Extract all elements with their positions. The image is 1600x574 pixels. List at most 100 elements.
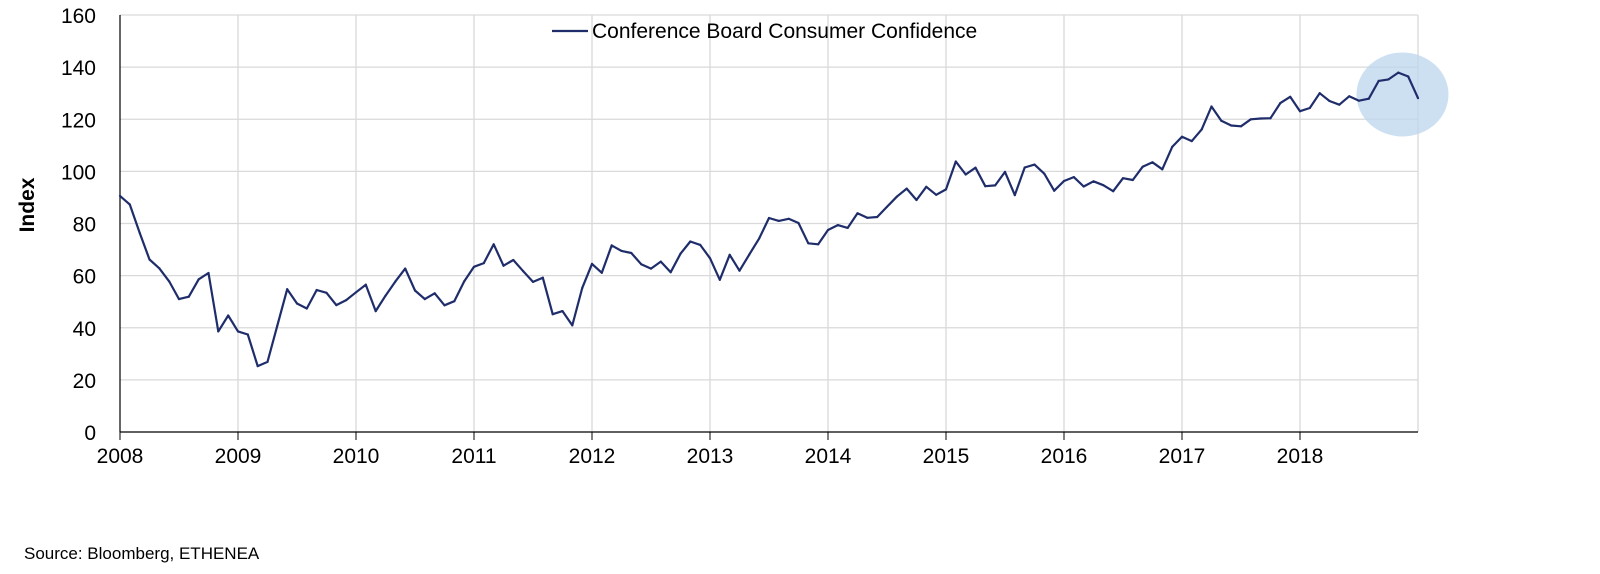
- data-point: [246, 333, 249, 336]
- data-point: [1082, 185, 1085, 188]
- data-point: [1131, 178, 1134, 182]
- data-point: [1259, 117, 1262, 120]
- data-point: [1328, 99, 1331, 103]
- data-point: [1210, 105, 1213, 108]
- data-point: [738, 269, 741, 272]
- data-point: [1269, 117, 1272, 120]
- data-point: [1289, 95, 1292, 98]
- data-point: [797, 221, 800, 225]
- data-point: [1279, 102, 1282, 105]
- data-point: [295, 302, 299, 305]
- y-tick-label: 160: [61, 5, 96, 28]
- data-point: [315, 288, 318, 292]
- data-point: [925, 185, 928, 188]
- data-point: [620, 249, 623, 252]
- data-point: [777, 219, 780, 222]
- data-point: [718, 278, 721, 281]
- data-point: [148, 258, 151, 261]
- data-point: [1180, 135, 1184, 138]
- data-point: [581, 287, 584, 290]
- data-point: [1190, 140, 1193, 143]
- data-point: [512, 258, 515, 262]
- y-tick-label: 60: [73, 266, 96, 289]
- data-point: [1318, 92, 1321, 95]
- data-point: [345, 299, 348, 302]
- data-point: [935, 193, 938, 196]
- data-point: [630, 251, 633, 255]
- x-tick-label: 2014: [805, 445, 852, 468]
- x-tick-label: 2018: [1277, 445, 1324, 468]
- data-point: [817, 243, 820, 246]
- data-point: [669, 271, 672, 274]
- data-point: [118, 194, 122, 197]
- data-point: [728, 253, 731, 256]
- data-point: [177, 298, 181, 301]
- data-point: [885, 205, 889, 208]
- y-tick-label: 0: [84, 422, 96, 445]
- x-tick-label: 2010: [333, 445, 380, 468]
- data-point: [807, 242, 810, 245]
- data-point: [335, 304, 338, 307]
- data-point: [571, 324, 574, 327]
- data-point: [1407, 75, 1410, 78]
- data-point: [1072, 176, 1075, 179]
- data-point: [1003, 170, 1007, 173]
- data-point: [364, 283, 367, 286]
- data-point: [453, 300, 456, 303]
- data-point: [954, 160, 957, 163]
- data-point: [699, 243, 702, 246]
- data-point: [158, 267, 161, 270]
- data-point: [600, 271, 603, 274]
- data-point: [1112, 190, 1115, 193]
- data-point: [866, 216, 869, 219]
- x-tick-label: 2015: [923, 445, 970, 468]
- data-point: [1102, 184, 1105, 187]
- data-point: [463, 280, 466, 283]
- data-point: [1023, 166, 1026, 169]
- highlight-circle: [1356, 52, 1449, 137]
- x-tick-label: 2009: [215, 445, 262, 468]
- data-point: [590, 262, 594, 265]
- x-tick-labels: 2008 2009 2010 2011 2012 2013 2014 2015 2016 2017…: [97, 445, 1324, 468]
- data-point: [1033, 163, 1036, 166]
- data-point: [266, 360, 269, 363]
- data-point: [1338, 103, 1341, 106]
- y-tick-label: 40: [73, 318, 96, 341]
- data-point: [856, 212, 859, 215]
- data-point: [207, 271, 210, 275]
- data-point: [649, 267, 653, 270]
- data-point: [256, 365, 259, 368]
- data-point: [836, 224, 839, 227]
- data-point: [1141, 165, 1144, 168]
- x-tick-label: 2016: [1041, 445, 1088, 468]
- data-point: [1239, 125, 1243, 128]
- data-point: [905, 187, 908, 190]
- data-point: [689, 240, 692, 243]
- data-point: [1043, 172, 1046, 175]
- y-tick-label: 100: [61, 161, 96, 184]
- data-point: [964, 173, 967, 176]
- data-point: [541, 276, 544, 279]
- data-point: [748, 253, 751, 256]
- data-point: [433, 292, 436, 295]
- data-point: [1062, 179, 1066, 183]
- data-point: [1367, 97, 1370, 100]
- data-point: [1397, 71, 1400, 74]
- data-point: [640, 263, 643, 266]
- data-point: [1121, 177, 1125, 180]
- data-point: [286, 288, 289, 291]
- data-point: [826, 228, 830, 232]
- data-point: [984, 185, 987, 188]
- data-point: [974, 166, 977, 169]
- data-point: [305, 307, 308, 310]
- data-point: [325, 291, 328, 294]
- x-tick-label: 2017: [1159, 445, 1206, 468]
- data-point: [994, 184, 997, 187]
- legend-label: Conference Board Consumer Confidence: [592, 20, 977, 43]
- y-tick-label: 20: [73, 370, 96, 393]
- data-point: [1151, 161, 1154, 164]
- data-point: [236, 330, 240, 333]
- data-point: [1053, 189, 1056, 192]
- data-point: [1377, 79, 1380, 82]
